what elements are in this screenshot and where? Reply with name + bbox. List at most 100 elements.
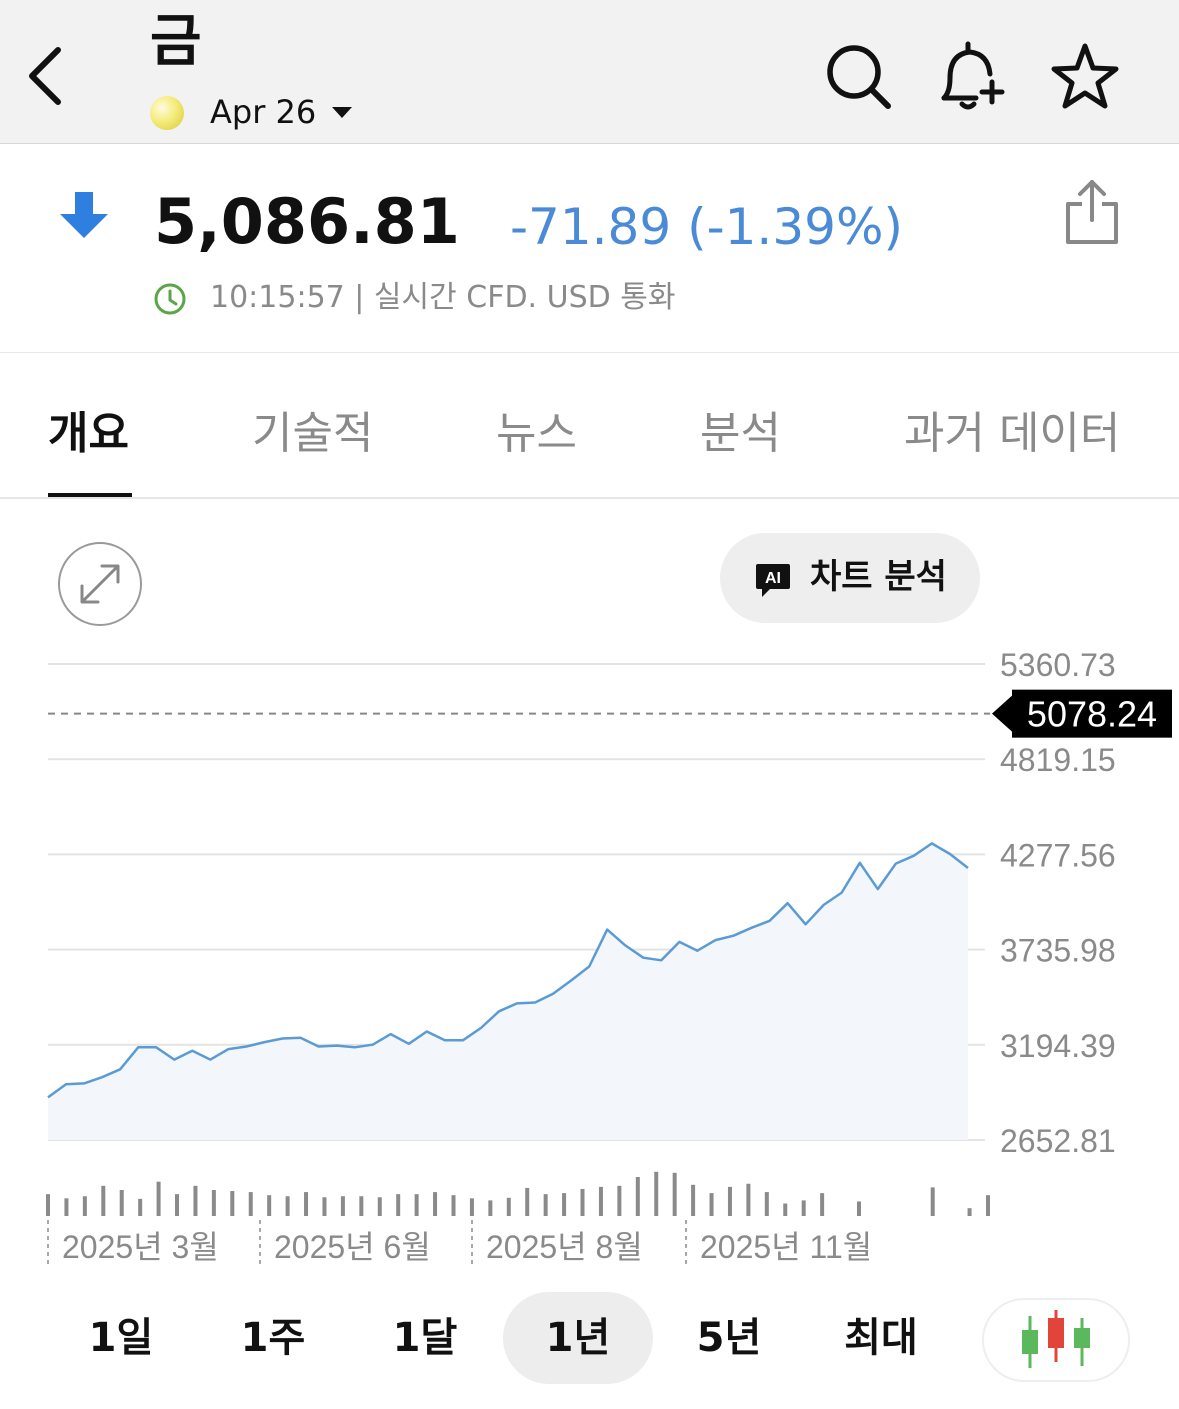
tab-historical-data[interactable]: 과거 데이터 [904,408,1121,459]
volume-bar [175,1194,180,1216]
y-tick-label: 3194.39 [1000,1028,1116,1064]
top-bar: 금 Apr 26 [0,0,1179,144]
down-arrow-icon [60,192,108,238]
volume-bar [562,1193,567,1216]
volume-bar [967,1208,972,1216]
range-max[interactable]: 최대 [844,1315,918,1361]
contract-selector[interactable]: Apr 26 [210,93,317,131]
price-change: -71.89 (-1.39%) [510,198,903,256]
volume-bar [119,1190,124,1216]
volume-bar [598,1186,603,1216]
last-price: 5,086.81 [154,185,460,258]
back-arrow-icon[interactable] [22,40,74,112]
x-tick-label: 2025년 8월 [486,1229,643,1265]
range-1m[interactable]: 1달 [392,1315,458,1361]
volume-bar [248,1192,253,1216]
divider [0,352,1179,353]
current-price-label: 5078.24 [1027,694,1157,735]
price-line [47,842,969,1099]
volume-bar [230,1191,235,1216]
range-1d[interactable]: 1일 [88,1315,154,1361]
gold-coin-icon [150,96,184,130]
share-icon[interactable] [1062,178,1122,246]
volume-bar [488,1200,493,1216]
quote-meta: 10:15:57 | 실시간 CFD. USD 통화 [210,280,676,315]
star-icon[interactable] [1050,40,1120,114]
active-tab-indicator [48,493,132,499]
ai-button-label: 차트 분석 [810,557,947,597]
x-tick-label: 2025년 6월 [274,1229,431,1265]
tab-analysis[interactable]: 분석 [700,408,781,459]
volume-bar [82,1196,87,1216]
volume-bar [506,1197,511,1216]
clock-icon [154,283,186,315]
y-tick-label: 4819.15 [1000,742,1116,778]
y-tick-label: 3735.98 [1000,933,1116,969]
range-5y[interactable]: 5년 [696,1315,762,1361]
volume-bar [580,1188,585,1216]
volume-bar [930,1187,935,1216]
volume-bar [691,1184,696,1216]
volume-bar [64,1198,69,1216]
volume-bar [764,1192,769,1216]
area-fill [48,843,968,1140]
volume-bar [672,1172,677,1216]
volume-bar [801,1200,806,1216]
volume-bar [267,1195,272,1216]
current-price-pointer [992,695,1012,732]
chevron-down-icon[interactable] [332,107,352,118]
volume-bar [322,1197,327,1216]
volume-bar [727,1186,732,1216]
volume-bar [783,1203,788,1216]
volume-bar [340,1196,345,1216]
price-chart[interactable]: 5360.73 4819.15 4277.56 3735.98 3194.39 2652.… [0,630,1179,1280]
candlestick-icon [1022,1310,1090,1368]
range-1w[interactable]: 1주 [240,1315,306,1361]
tab-technical[interactable]: 기술적 [252,408,374,459]
expand-chart-button[interactable] [58,542,142,626]
ai-chat-icon: AI [756,564,790,597]
volume-bar [469,1198,474,1216]
tab-news[interactable]: 뉴스 [496,408,577,459]
tab-overview[interactable]: 개요 [48,408,129,459]
range-selector: 1일 1주 1달 1년 5년 최대 [0,1292,1179,1388]
chart-type-toggle[interactable] [982,1298,1130,1382]
volume-bar [986,1195,990,1216]
y-tick-label: 4277.56 [1000,837,1116,873]
volume-bar [635,1177,640,1216]
ai-chart-analysis-button[interactable]: AI 차트 분석 [720,533,980,623]
volume-bar [820,1193,825,1216]
y-tick-label: 2652.81 [1000,1123,1116,1159]
volume-bar [193,1185,198,1216]
ai-icon-text: AI [765,570,781,587]
bell-plus-icon[interactable] [936,40,1006,114]
volume-bar [543,1194,548,1216]
divider [0,497,1179,499]
volume-bar [525,1187,530,1216]
volume-bar [451,1195,456,1216]
volume-bar [654,1171,659,1216]
volume-bar [138,1198,143,1216]
volume-bar [211,1190,216,1216]
volume-bar [746,1183,751,1216]
volume-bar [396,1194,401,1216]
instrument-title: 금 [150,9,202,74]
volume-bar [359,1196,364,1216]
range-1y[interactable]: 1년 [503,1292,653,1384]
y-tick-label: 5360.73 [1000,647,1116,683]
volume-bar [433,1192,438,1216]
volume-bar [377,1197,382,1216]
expand-icon [80,564,120,604]
volume-bar [101,1185,106,1216]
volume-bar [414,1194,419,1216]
search-icon[interactable] [824,40,894,114]
x-tick-label: 2025년 3월 [62,1229,219,1265]
volume-bar [46,1194,50,1216]
volume-bar [156,1181,161,1216]
current-price-badge [1012,689,1172,738]
x-tick-label: 2025년 11월 [700,1229,872,1265]
volume-bar [304,1192,309,1216]
volume-bar [617,1185,622,1216]
volume-bar [709,1193,714,1216]
volume-bar [285,1196,290,1216]
